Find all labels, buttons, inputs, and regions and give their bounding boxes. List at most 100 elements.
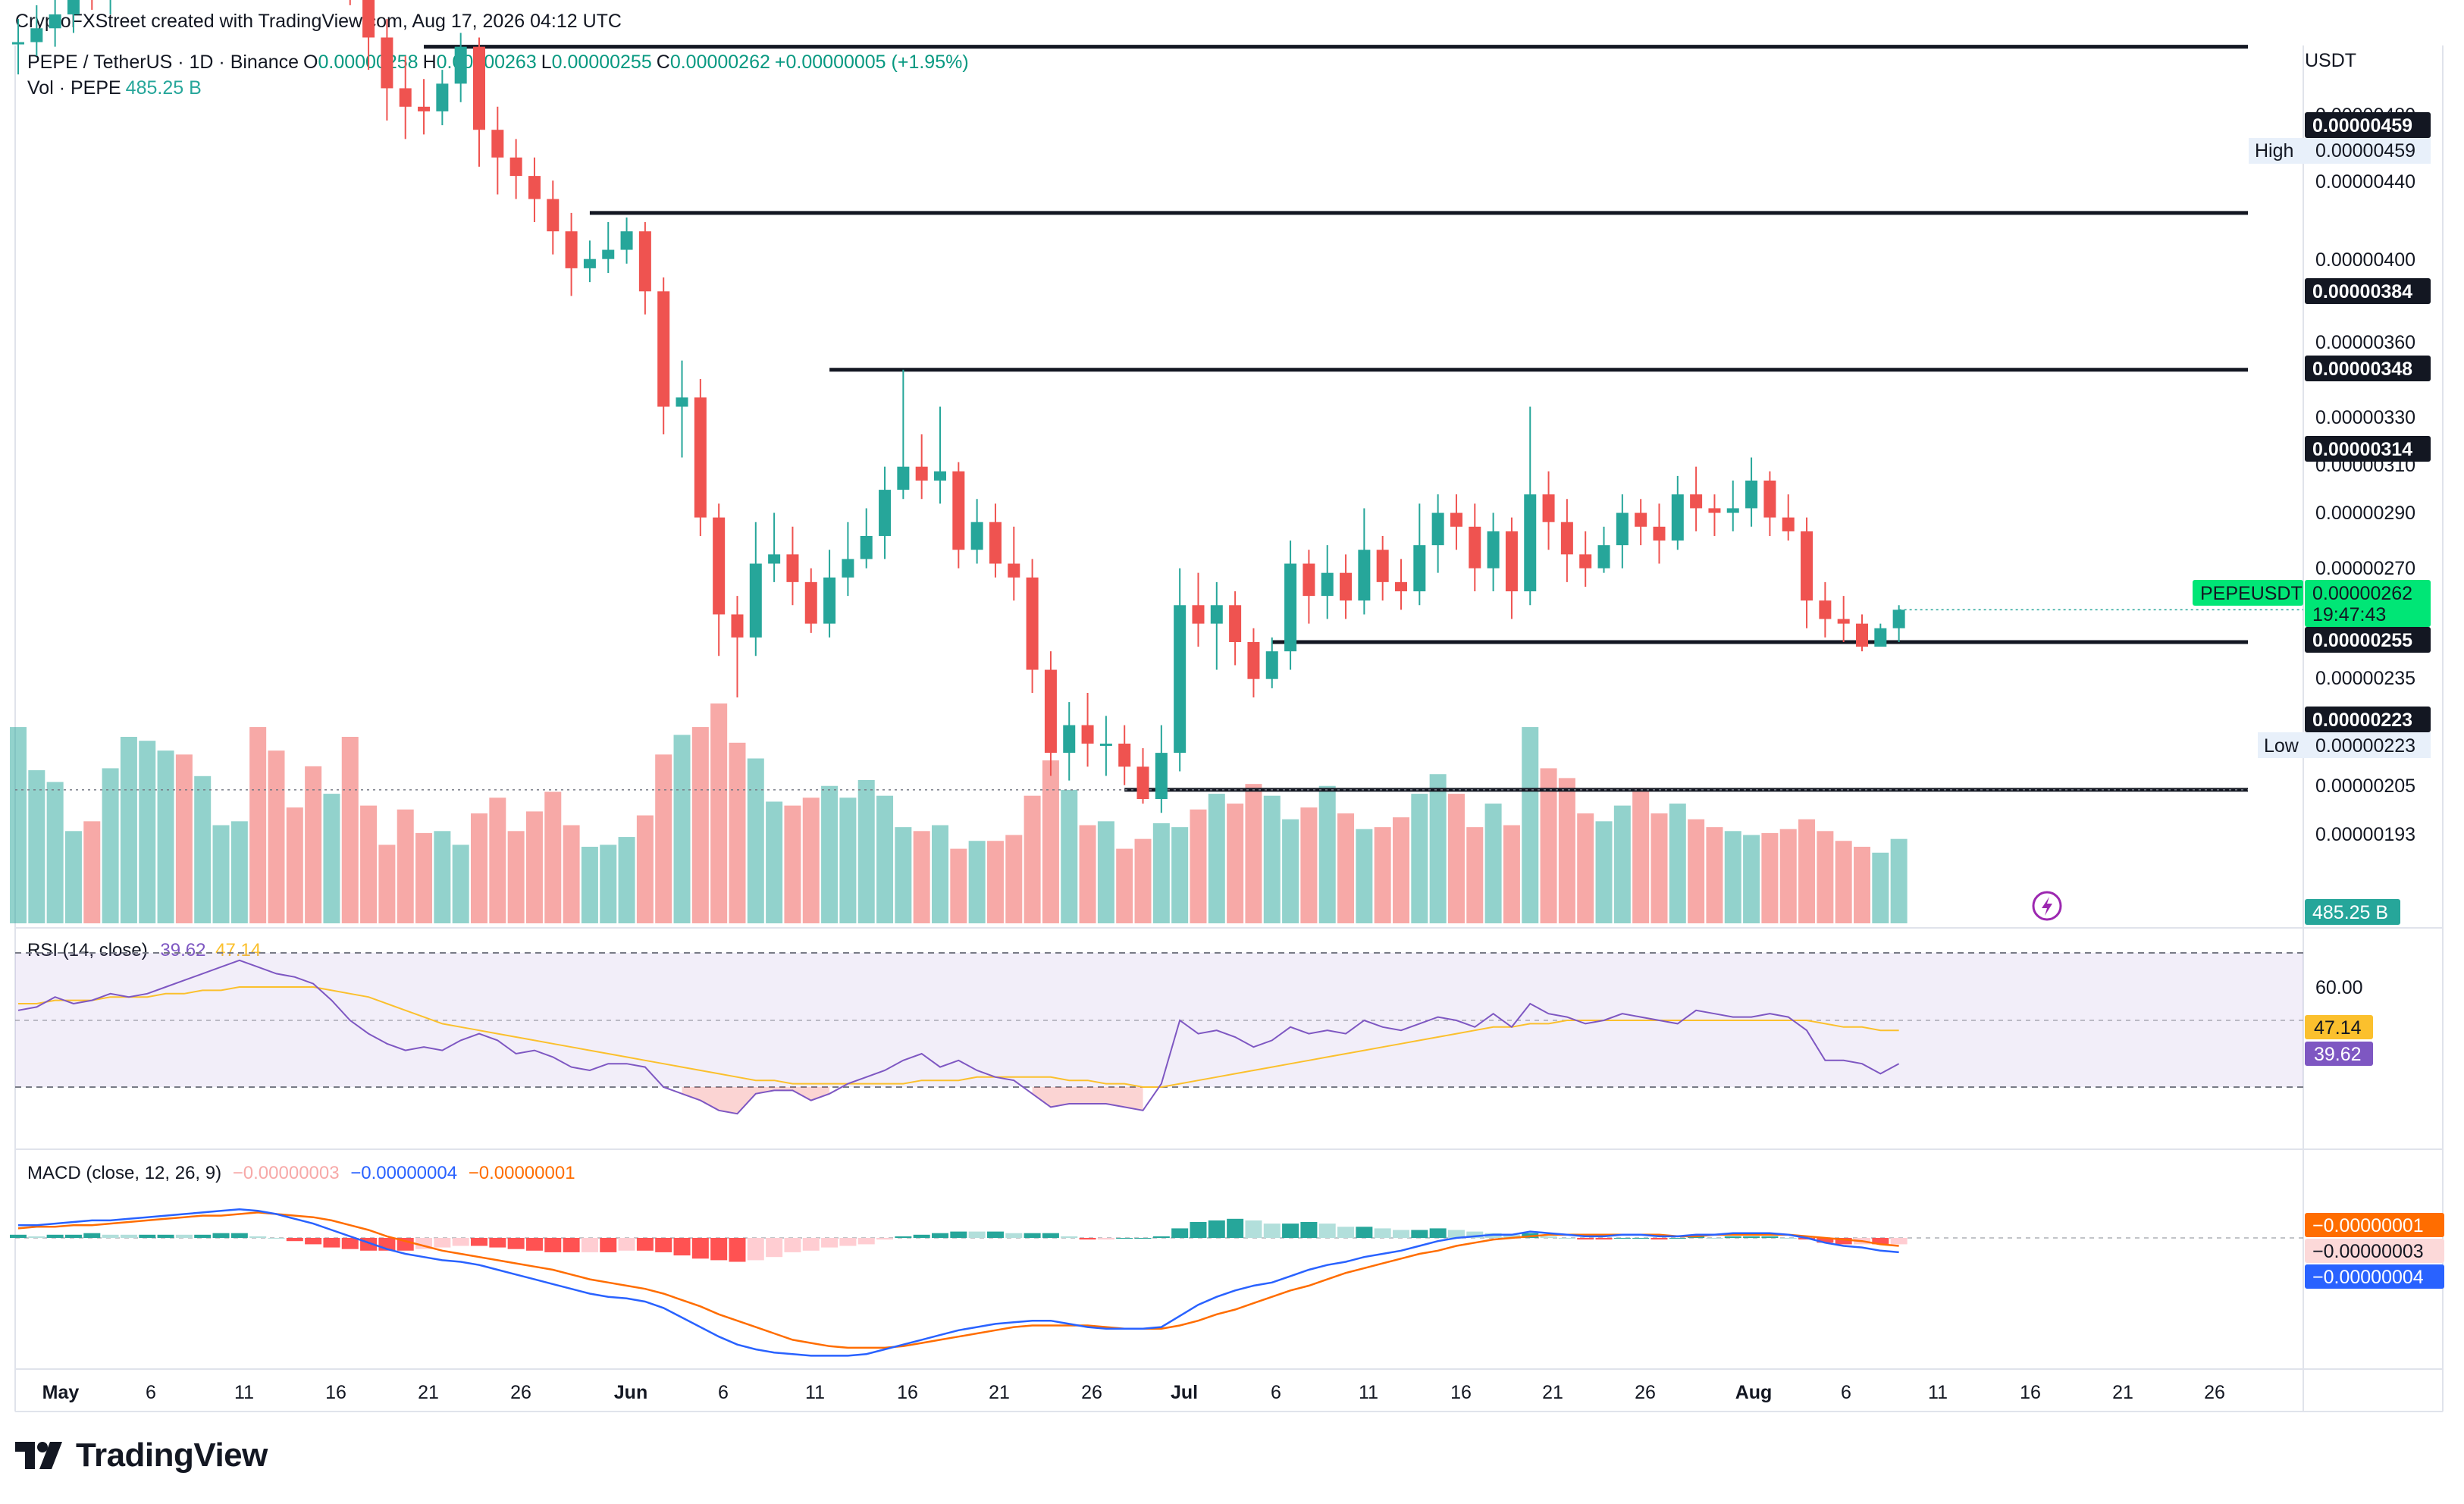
rsi-title[interactable]: RSI (14, close) [27, 940, 148, 960]
macd-histogram-bar [268, 1238, 285, 1239]
candle-body [620, 231, 633, 250]
candle-body [1616, 512, 1629, 546]
rsi-tick: 60.00 [2315, 977, 2363, 998]
volume-bar [1466, 827, 1484, 923]
volume-bar [986, 841, 1004, 923]
volume-bar [1042, 760, 1059, 923]
price-tick: 0.00000440 [2315, 171, 2415, 193]
macd-histogram-bar [525, 1238, 543, 1251]
macd-histogram-bar [28, 1236, 45, 1238]
candle-body [952, 471, 965, 550]
macd-histogram-bar [1779, 1238, 1797, 1239]
macd-histogram-bar [1890, 1238, 1908, 1245]
macd-histogram-bar [230, 1233, 248, 1238]
macd-histogram-bar [120, 1234, 137, 1238]
volume-bar [1300, 807, 1318, 923]
macd-title[interactable]: MACD (close, 12, 26, 9) [27, 1163, 222, 1183]
macd-histogram-bar [194, 1234, 212, 1238]
macd-histogram-bar [1651, 1238, 1668, 1240]
macd-histogram-bar [839, 1238, 857, 1246]
volume-bar [397, 809, 414, 923]
macd-histogram-bar [1817, 1238, 1834, 1243]
rsi-value: 39.62 [160, 940, 206, 960]
candle-body [602, 249, 615, 259]
candle-body [12, 42, 24, 45]
candle-body [1469, 526, 1481, 569]
time-label: 16 [325, 1382, 346, 1403]
candle-body [1671, 494, 1684, 541]
macd-histogram-bar [766, 1238, 783, 1258]
candle-body [473, 46, 485, 130]
time-label: 6 [1841, 1382, 1851, 1403]
macd-histogram-bar [986, 1231, 1004, 1238]
candle-body [454, 46, 467, 84]
time-label: Jun [614, 1382, 647, 1403]
candle-body [1395, 581, 1407, 592]
candle-body [768, 554, 781, 564]
macd-histogram-bar [1595, 1238, 1613, 1240]
rsi-series [17, 959, 1900, 1115]
macd-signal-tag: −0.00000001 [2312, 1215, 2424, 1236]
candle-body [786, 554, 799, 582]
level-tag-bg [2305, 627, 2431, 653]
volume-bar [1872, 852, 1889, 923]
volume-bar [857, 779, 875, 923]
candle-body [1136, 766, 1149, 799]
tradingview-logo[interactable]: TradingView [15, 1437, 268, 1474]
time-label: Jul [1171, 1382, 1198, 1403]
macd-signal-value: −0.00000001 [468, 1163, 575, 1183]
volume-bar [1061, 789, 1078, 923]
macd-histogram-bar [544, 1238, 562, 1252]
price-tick: 0.00000400 [2315, 249, 2415, 271]
macd-signal-tag-bg [2305, 1213, 2444, 1237]
rsi-oversold-fill [1032, 1087, 1143, 1111]
ohlc-legend: PEPE / TetherUS · 1D · Binance O 0.00000… [27, 52, 973, 74]
candle-body [749, 563, 762, 638]
candle-body [1155, 753, 1168, 799]
macd-histogram-bar [1208, 1220, 1225, 1238]
volume-tag-bg [2305, 899, 2400, 925]
volume-bar [1318, 785, 1336, 923]
candle-body [1210, 605, 1223, 624]
macd-histogram-bar [1024, 1233, 1041, 1238]
volume-bar [1613, 805, 1631, 923]
lightning-icon[interactable] [2032, 891, 2062, 921]
volume-bar [1097, 821, 1114, 923]
volume-bar [378, 844, 396, 923]
level-tag: 0.00000459 [2312, 115, 2412, 136]
low-label: Low [2264, 735, 2299, 757]
candle-body [1192, 605, 1205, 624]
candle-body [1174, 605, 1187, 754]
macd-histogram-bar [1411, 1230, 1428, 1238]
volume-bar [415, 832, 433, 923]
level-tag-bg [2305, 278, 2431, 304]
close-label: C [656, 52, 670, 73]
macd-histogram-bar [305, 1238, 322, 1245]
candle-body [381, 37, 393, 89]
volume-bar [968, 841, 986, 923]
candle-body [509, 157, 522, 177]
macd-histogram-bar [1245, 1220, 1262, 1238]
symbol-label[interactable]: PEPE / TetherUS · 1D · Binance [27, 52, 299, 73]
price-tick: 0.00000235 [2315, 668, 2415, 689]
macd-histogram-bar [600, 1238, 617, 1252]
rsi-ma-tag: 47.14 [2314, 1017, 2362, 1039]
macd-histogram-bar [563, 1238, 580, 1252]
macd-histogram-bar [857, 1238, 875, 1245]
macd-histogram-bar [1356, 1227, 1373, 1238]
macd-histogram-bar [1337, 1227, 1355, 1238]
volume-bar [766, 801, 783, 923]
time-label: 16 [2020, 1382, 2041, 1403]
volume-bar [1337, 813, 1355, 923]
volume-bar [821, 785, 839, 923]
price-tick: 0.00000290 [2315, 503, 2415, 524]
macd-line-value: −0.00000004 [350, 1163, 458, 1183]
macd-histogram-bar [1005, 1233, 1023, 1238]
volume-bar [1393, 817, 1409, 923]
currency-unit[interactable]: USDT [2305, 50, 2357, 71]
volume-label[interactable]: Vol · PEPE [27, 77, 121, 99]
macd-histogram-bar [1171, 1228, 1189, 1238]
symbol-tag: PEPEUSDT [2200, 583, 2303, 604]
time-label: 6 [1271, 1382, 1281, 1403]
